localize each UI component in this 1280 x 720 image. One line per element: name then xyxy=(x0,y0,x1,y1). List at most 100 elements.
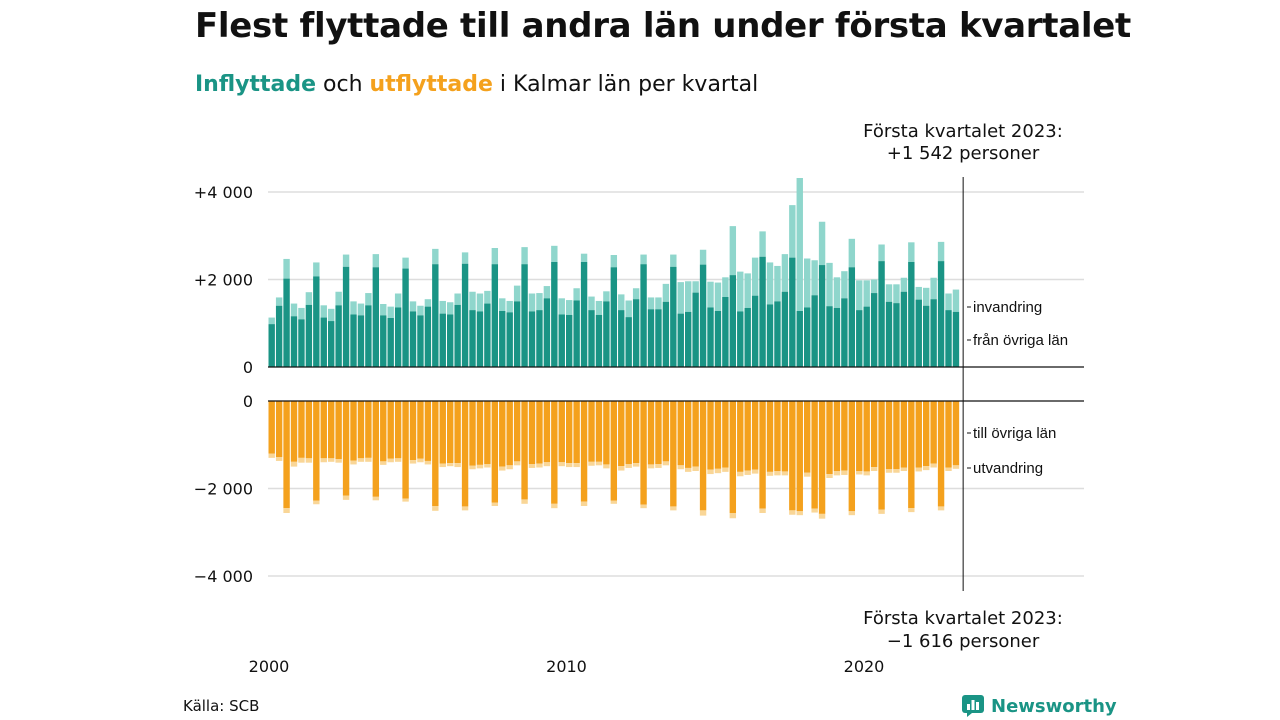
bar-till-ovriga-lan xyxy=(878,401,885,510)
bar-invandring xyxy=(744,273,751,308)
bar-fran-ovriga-lan xyxy=(536,310,543,367)
bar-utvandring xyxy=(499,466,506,471)
bar-invandring xyxy=(729,226,737,276)
bar-till-ovriga-lan xyxy=(491,401,499,503)
bar-till-ovriga-lan xyxy=(469,401,476,466)
bar-fran-ovriga-lan xyxy=(744,307,751,367)
bar-utvandring xyxy=(789,510,796,515)
bar-utvandring xyxy=(588,461,595,466)
bar-utvandring xyxy=(380,461,387,465)
bar-utvandring xyxy=(632,463,640,467)
bar-till-ovriga-lan xyxy=(915,401,922,468)
bar-utvandring xyxy=(900,467,908,471)
bar-invandring xyxy=(499,298,506,311)
bar-utvandring xyxy=(313,500,320,505)
bar-till-ovriga-lan xyxy=(647,401,655,465)
bar-invandring xyxy=(372,254,380,268)
y-tick-label: 0 xyxy=(243,358,253,377)
bar-till-ovriga-lan xyxy=(796,401,803,512)
bar-fran-ovriga-lan xyxy=(789,257,796,367)
bar-utvandring xyxy=(833,471,841,476)
series-label-invandring: invandring xyxy=(973,299,1042,316)
bar-invandring xyxy=(350,301,357,315)
bar-fran-ovriga-lan xyxy=(513,301,521,367)
bar-invandring xyxy=(610,255,618,268)
bar-invandring xyxy=(789,205,796,258)
bar-invandring xyxy=(394,293,402,308)
bar-invandring xyxy=(275,297,283,306)
series-label-utvandring: utvandring xyxy=(973,460,1043,477)
bar-fran-ovriga-lan xyxy=(915,299,922,367)
y-tick-label: 0 xyxy=(243,392,253,411)
bar-till-ovriga-lan xyxy=(707,401,714,470)
bar-till-ovriga-lan xyxy=(677,401,684,466)
bar-utvandring xyxy=(848,511,856,516)
bar-invandring xyxy=(856,280,863,311)
subtitle-in-word: Inflyttade xyxy=(195,72,317,97)
bar-fran-ovriga-lan xyxy=(647,309,655,367)
bar-invandring xyxy=(937,241,945,262)
bar-fran-ovriga-lan xyxy=(945,310,952,367)
bar-utvandring xyxy=(856,471,863,475)
bar-fran-ovriga-lan xyxy=(662,301,670,367)
bar-invandring xyxy=(566,300,573,315)
bar-till-ovriga-lan xyxy=(632,401,640,464)
subtitle-rest: i Kalmar län per kvartal xyxy=(499,72,759,97)
bar-invandring xyxy=(737,271,744,312)
bar-fran-ovriga-lan xyxy=(298,319,305,367)
bar-fran-ovriga-lan xyxy=(595,314,603,367)
bar-fran-ovriga-lan xyxy=(722,297,729,367)
bar-utvandring xyxy=(685,467,692,472)
bar-utvandring xyxy=(551,503,558,509)
bar-invandring xyxy=(878,244,885,262)
bar-till-ovriga-lan xyxy=(298,401,305,458)
axis-labels: 0 +2 000 +4 000 0 −2 000 −4 000 2000 2010 2020 xyxy=(194,183,885,676)
bar-invandring xyxy=(818,221,826,266)
bar-utvandring xyxy=(796,511,803,516)
bar-utvandring xyxy=(543,462,551,467)
bar-till-ovriga-lan xyxy=(729,401,737,513)
bar-invandring xyxy=(342,254,350,267)
bar-fran-ovriga-lan xyxy=(900,291,908,367)
bar-utvandring xyxy=(305,458,313,463)
bar-till-ovriga-lan xyxy=(893,401,900,470)
bar-fran-ovriga-lan xyxy=(841,298,848,367)
bar-till-ovriga-lan xyxy=(737,401,744,472)
bar-fran-ovriga-lan xyxy=(610,267,618,367)
bar-utvandring xyxy=(766,471,774,476)
bar-fran-ovriga-lan xyxy=(491,264,499,367)
bar-fran-ovriga-lan xyxy=(409,311,417,367)
bar-till-ovriga-lan xyxy=(387,401,394,459)
bar-fran-ovriga-lan xyxy=(848,267,856,367)
bar-utvandring xyxy=(283,508,290,513)
bar-till-ovriga-lan xyxy=(900,401,908,468)
bar-invandring xyxy=(365,293,372,306)
brand-name: Newsworthy xyxy=(991,695,1117,717)
bar-fran-ovriga-lan xyxy=(305,304,313,367)
bar-fran-ovriga-lan xyxy=(335,305,342,367)
bar-invandring xyxy=(551,245,558,262)
bar-till-ovriga-lan xyxy=(945,401,952,468)
bar-invandring xyxy=(461,252,469,264)
bar-till-ovriga-lan xyxy=(744,401,751,471)
bar-invandring xyxy=(893,284,900,304)
bar-fran-ovriga-lan xyxy=(394,307,402,367)
bar-fran-ovriga-lan xyxy=(476,311,484,367)
callout-top-line1: Första kvartalet 2023: xyxy=(863,121,1063,142)
bar-till-ovriga-lan xyxy=(856,401,863,471)
bar-till-ovriga-lan xyxy=(394,401,402,459)
bar-invandring xyxy=(603,291,610,302)
bar-fran-ovriga-lan xyxy=(714,311,722,367)
bar-utvandring xyxy=(417,458,424,463)
bar-fran-ovriga-lan xyxy=(618,310,625,367)
bar-fran-ovriga-lan xyxy=(863,306,870,367)
bar-utvandring xyxy=(841,470,848,475)
bar-till-ovriga-lan xyxy=(885,401,893,470)
bar-fran-ovriga-lan xyxy=(632,299,640,367)
bar-utvandring xyxy=(521,499,528,504)
bar-invandring xyxy=(528,293,536,312)
bar-till-ovriga-lan xyxy=(908,401,915,509)
bar-invandring xyxy=(848,238,856,268)
x-tick-label: 2020 xyxy=(844,657,885,676)
bar-utvandring xyxy=(937,506,945,511)
